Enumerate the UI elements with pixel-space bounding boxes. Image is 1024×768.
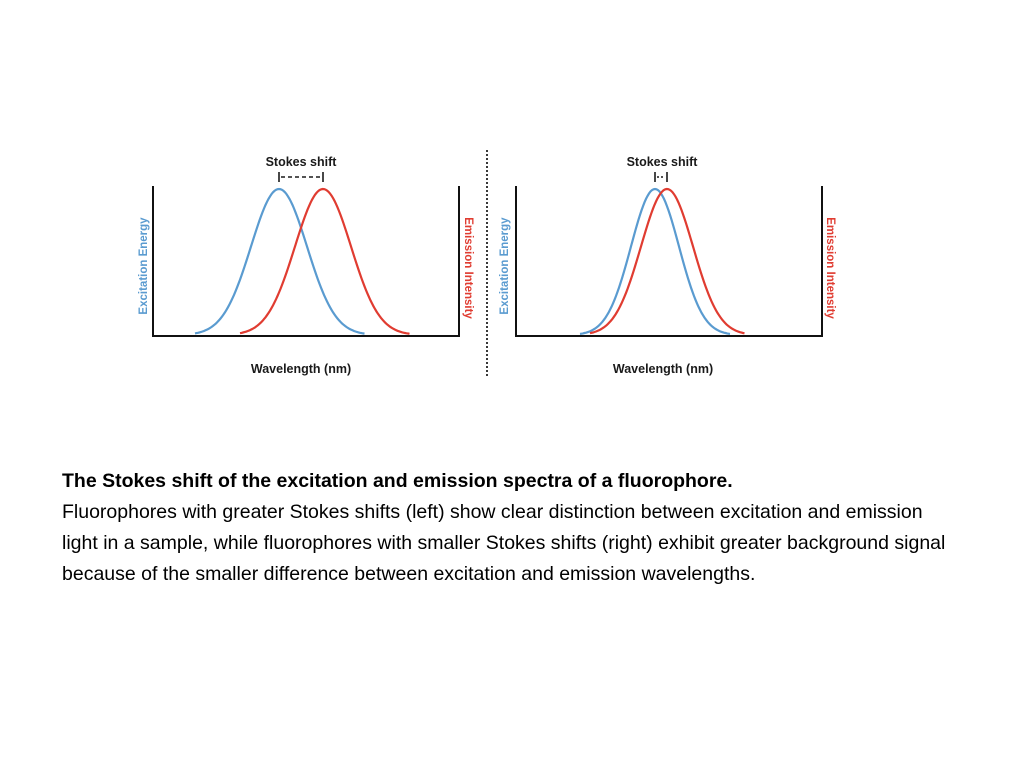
right-excitation-curve <box>579 187 731 335</box>
right-ylabel-emission: Emission Intensity <box>824 217 836 319</box>
right-axes <box>515 186 823 337</box>
left-ylabel-excitation: Excitation Energy <box>138 217 150 315</box>
right-emission-curve <box>589 187 745 335</box>
caption-title: The Stokes shift of the excitation and e… <box>62 470 733 492</box>
left-emission-curve <box>239 187 410 335</box>
left-stokes-shift-label: Stokes shift <box>266 155 338 169</box>
left-axes <box>152 186 460 337</box>
stokes-shift-figure: Stokes shift Excitation Energy Emission … <box>138 150 836 378</box>
right-stokes-shift-marker <box>654 172 668 182</box>
right-panel: Stokes shift Excitation Energy Emission … <box>499 155 836 376</box>
left-stokes-shift-marker <box>278 172 324 182</box>
left-panel: Stokes shift Excitation Energy Emission … <box>138 155 474 376</box>
right-xlabel: Wavelength (nm) <box>613 362 713 376</box>
caption-body: Fluorophores with greater Stokes shifts … <box>62 501 946 585</box>
right-stokes-shift-label: Stokes shift <box>627 155 699 169</box>
left-ylabel-emission: Emission Intensity <box>462 217 474 319</box>
right-ylabel-excitation: Excitation Energy <box>499 217 511 315</box>
figure-caption: The Stokes shift of the excitation and e… <box>62 466 962 590</box>
left-excitation-curve <box>194 187 365 335</box>
left-xlabel: Wavelength (nm) <box>251 362 351 376</box>
